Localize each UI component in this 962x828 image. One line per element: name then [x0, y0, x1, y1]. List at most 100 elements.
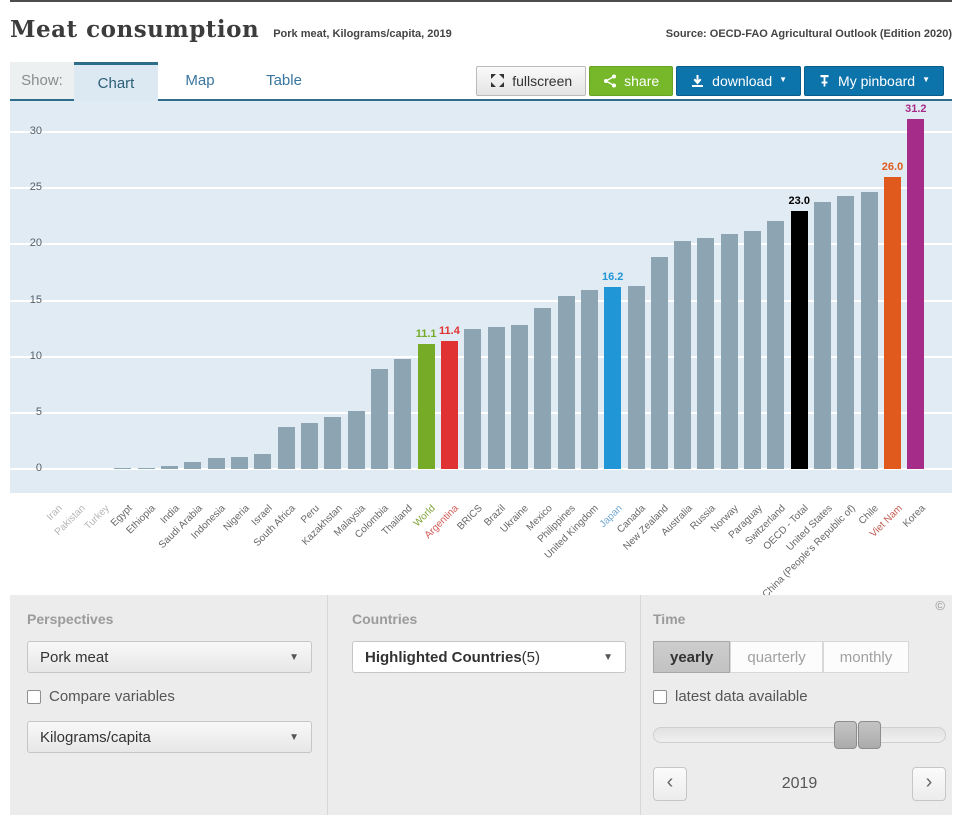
- unit-select-value: Kilograms/capita: [40, 728, 151, 746]
- frequency-yearly[interactable]: yearly: [653, 641, 731, 673]
- page-header: Meat consumption Pork meat, Kilograms/ca…: [10, 2, 952, 58]
- bar-south-africa[interactable]: [277, 427, 295, 469]
- bar-colombia[interactable]: [370, 369, 388, 469]
- countries-section: Countries Highlighted Countries (5) ▼: [327, 595, 640, 815]
- copyright-icon[interactable]: ©: [935, 598, 945, 613]
- gridline-15: [10, 299, 952, 302]
- bar-thailand[interactable]: [394, 358, 412, 469]
- perspectives-header: Perspectives: [27, 611, 114, 627]
- chevron-down-icon: ▼: [289, 731, 299, 743]
- frequency-quarterly[interactable]: quarterly: [730, 641, 823, 673]
- bar-paraguay[interactable]: [744, 230, 762, 469]
- frequency-monthly[interactable]: monthly: [822, 641, 910, 673]
- variable-select-value: Pork meat: [40, 648, 109, 666]
- bar-india[interactable]: [161, 465, 179, 469]
- countries-select[interactable]: Highlighted Countries (5) ▼: [352, 641, 626, 673]
- fullscreen-button[interactable]: fullscreen: [476, 65, 587, 96]
- bar-norway[interactable]: [720, 234, 738, 469]
- latest-data-label: latest data available: [675, 688, 808, 705]
- countries-select-value: Highlighted Countries: [365, 648, 522, 666]
- control-panel: Perspectives Pork meat ▼ Compare variabl…: [10, 595, 952, 815]
- bar-australia[interactable]: [674, 240, 692, 469]
- bar-russia[interactable]: [697, 237, 715, 469]
- bar-indonesia[interactable]: [207, 457, 225, 469]
- pinboard-button[interactable]: My pinboard ▼: [804, 65, 944, 96]
- fullscreen-icon: [490, 73, 505, 88]
- bar-united-states[interactable]: [814, 201, 832, 469]
- countries-select-count: (5): [521, 648, 541, 666]
- bar-israel[interactable]: [254, 454, 272, 469]
- bar-philippines[interactable]: [557, 296, 575, 469]
- time-range-slider[interactable]: [653, 721, 946, 749]
- compare-variables-row: Compare variables: [27, 688, 327, 705]
- current-year: 2019: [781, 775, 818, 792]
- bar-canada[interactable]: [627, 285, 645, 469]
- bar-malaysia[interactable]: [347, 410, 365, 469]
- variable-select[interactable]: Pork meat ▼: [27, 641, 312, 673]
- pin-icon: [818, 74, 831, 88]
- page-subtitle: Pork meat, Kilograms/capita, 2019: [273, 28, 452, 40]
- tab-map[interactable]: Map: [185, 72, 215, 89]
- latest-data-row: latest data available: [653, 688, 952, 705]
- pinboard-caret-icon: ▼: [922, 75, 930, 84]
- gridline-20: [10, 243, 952, 246]
- slider-handle-right[interactable]: [858, 721, 881, 749]
- y-tick-0: 0: [35, 462, 42, 474]
- x-axis-labels: Iran Pakistan Turkey Egypt Ethiopia India Saud…: [10, 493, 952, 600]
- bar-peru[interactable]: [301, 422, 319, 469]
- bar-china-people-s-republic-of[interactable]: [837, 196, 855, 469]
- previous-year-button[interactable]: ‹: [653, 767, 687, 801]
- share-button[interactable]: share: [589, 65, 674, 96]
- latest-data-checkbox[interactable]: [653, 689, 667, 704]
- bar-ethiopia[interactable]: [137, 467, 155, 469]
- compare-variables-checkbox[interactable]: [27, 689, 41, 704]
- y-tick-15: 15: [29, 293, 42, 306]
- tab-table[interactable]: Table: [266, 72, 302, 89]
- page-title: Meat consumption: [10, 16, 260, 43]
- value-label-viet-nam: 26.0: [881, 160, 904, 173]
- next-year-button[interactable]: ›: [912, 767, 946, 801]
- bar-saudi-arabia[interactable]: [184, 462, 202, 469]
- countries-header: Countries: [352, 611, 418, 627]
- page-top-rule: [10, 0, 952, 2]
- time-section: © Time yearly quarterly monthly latest d…: [640, 595, 952, 815]
- bar-japan[interactable]: [604, 287, 622, 469]
- bar-new-zealand[interactable]: [650, 256, 668, 469]
- share-label: share: [624, 72, 660, 89]
- bar-viet-nam[interactable]: [884, 176, 902, 469]
- bar-kazakhstan[interactable]: [324, 417, 342, 469]
- compare-variables-label: Compare variables: [49, 688, 175, 705]
- y-tick-10: 10: [29, 349, 42, 362]
- gridline-30: [10, 131, 952, 133]
- toolbar-buttons: fullscreen share download ▼ My pinboard …: [476, 62, 952, 99]
- download-caret-icon: ▼: [779, 75, 788, 84]
- bar-chile[interactable]: [860, 191, 878, 469]
- value-label-oecd-total: 23.0: [788, 194, 810, 207]
- bar-egypt[interactable]: [114, 468, 132, 469]
- fullscreen-label: fullscreen: [512, 72, 573, 89]
- y-tick-25: 25: [29, 181, 42, 194]
- chevron-down-icon: ▼: [289, 651, 299, 663]
- bar-oecd-total[interactable]: [790, 210, 808, 469]
- bar-argentina[interactable]: [440, 340, 458, 469]
- bar-brazil[interactable]: [487, 327, 505, 469]
- bar-korea[interactable]: [907, 118, 925, 469]
- bar-united-kingdom[interactable]: [580, 290, 598, 469]
- tab-chart[interactable]: Chart: [74, 62, 158, 101]
- bar-brics[interactable]: [464, 328, 482, 469]
- value-label-world: 11.1: [415, 328, 437, 341]
- y-tick-30: 30: [29, 125, 42, 137]
- bar-switzerland[interactable]: [767, 220, 785, 469]
- source-text: Source: OECD-FAO Agricultural Outlook (E…: [665, 28, 952, 40]
- unit-select[interactable]: Kilograms/capita ▼: [27, 721, 312, 753]
- download-button[interactable]: download ▼: [676, 65, 802, 96]
- value-label-japan: 16.2: [601, 271, 624, 284]
- slider-handle-left[interactable]: [834, 721, 857, 749]
- show-label: Show:: [10, 62, 74, 99]
- bar-mexico[interactable]: [534, 308, 552, 469]
- perspectives-section: Perspectives Pork meat ▼ Compare variabl…: [10, 595, 327, 815]
- bar-nigeria[interactable]: [231, 456, 249, 469]
- bar-world[interactable]: [417, 344, 435, 469]
- bar-ukraine[interactable]: [510, 325, 528, 469]
